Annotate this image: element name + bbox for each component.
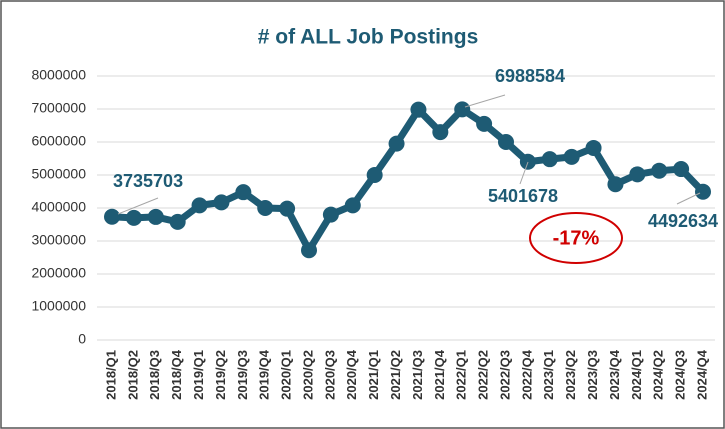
point <box>563 148 580 165</box>
point <box>322 206 339 223</box>
point <box>235 184 252 201</box>
point <box>673 161 690 178</box>
x-tick-label: 2019/Q3 <box>235 350 250 400</box>
y-tick-label: 7000000 <box>31 100 86 116</box>
leader-line <box>519 161 529 185</box>
leader-line <box>676 192 701 205</box>
annotation-ellipse <box>529 212 623 264</box>
x-tick-label: 2023/Q3 <box>585 350 600 400</box>
x-tick-label: 2023/Q4 <box>607 349 622 400</box>
x-tick-label: 2024/Q3 <box>673 350 688 400</box>
x-tick-label: 2024/Q2 <box>651 350 666 400</box>
point <box>541 151 558 168</box>
point <box>410 101 427 118</box>
x-tick-label: 2019/Q1 <box>191 350 206 400</box>
point <box>695 183 711 200</box>
leader-line <box>464 94 506 108</box>
point <box>257 200 274 216</box>
point <box>607 176 624 193</box>
point <box>279 200 296 217</box>
point <box>585 139 602 156</box>
point <box>344 197 361 214</box>
x-tick-label: 2020/Q4 <box>344 349 359 400</box>
x-tick-label: 2020/Q3 <box>322 350 337 400</box>
point <box>125 209 142 226</box>
chart-title: # of ALL Job Postings <box>258 26 479 49</box>
point <box>519 153 536 170</box>
x-tick-label: 2019/Q4 <box>257 349 272 400</box>
x-tick-label: 2018/Q1 <box>103 350 118 400</box>
y-tick-label: 3000000 <box>31 232 86 248</box>
x-tick-label: 2021/Q2 <box>388 350 403 400</box>
x-tick-label: 2021/Q1 <box>366 350 381 400</box>
leader-line <box>117 197 159 215</box>
point <box>301 242 317 259</box>
point <box>104 208 120 225</box>
annotation: -17% <box>553 227 600 249</box>
point <box>498 134 514 150</box>
data-label: 3735703 <box>113 171 183 191</box>
point <box>629 166 646 183</box>
point <box>388 135 405 152</box>
data-label: 4492634 <box>648 211 718 231</box>
point <box>454 101 471 118</box>
x-tick-label: 2018/Q4 <box>169 349 184 400</box>
x-tick-label: 2018/Q3 <box>147 350 162 400</box>
data-label: 5401678 <box>488 186 558 206</box>
x-tick-label: 2022/Q4 <box>519 349 534 400</box>
x-tick-label: 2022/Q3 <box>497 350 512 400</box>
x-tick-label: 2020/Q2 <box>300 350 315 400</box>
point <box>651 162 668 179</box>
point <box>191 197 208 214</box>
point <box>476 115 493 132</box>
y-tick-label: 2000000 <box>31 265 86 281</box>
x-tick-label: 2019/Q2 <box>213 350 228 400</box>
x-tick-label: 2024/Q1 <box>629 350 644 400</box>
point <box>169 213 186 230</box>
data-label: 6988584 <box>495 66 565 86</box>
x-tick-label: 2022/Q2 <box>476 350 491 400</box>
point <box>432 124 449 141</box>
x-tick-label: 2023/Q1 <box>541 350 556 400</box>
y-tick-label: 0 <box>78 331 86 347</box>
series-line <box>111 105 706 254</box>
x-tick-label: 2021/Q3 <box>410 350 425 400</box>
y-tick-label: 6000000 <box>31 133 86 149</box>
point <box>366 167 383 183</box>
x-tick-label: 2021/Q4 <box>432 349 447 400</box>
y-tick-label: 5000000 <box>31 166 86 182</box>
y-tick-label: 1000000 <box>31 298 86 314</box>
x-tick-label: 2024/Q4 <box>694 349 709 400</box>
y-tick-label: 8000000 <box>31 67 86 83</box>
point <box>213 194 230 211</box>
x-tick-label: 2022/Q1 <box>454 350 469 400</box>
x-tick-label: 2020/Q1 <box>279 350 294 400</box>
y-tick-label: 4000000 <box>31 199 86 215</box>
x-tick-label: 2023/Q2 <box>563 350 578 400</box>
x-tick-label: 2018/Q2 <box>125 350 140 400</box>
point <box>147 208 164 225</box>
